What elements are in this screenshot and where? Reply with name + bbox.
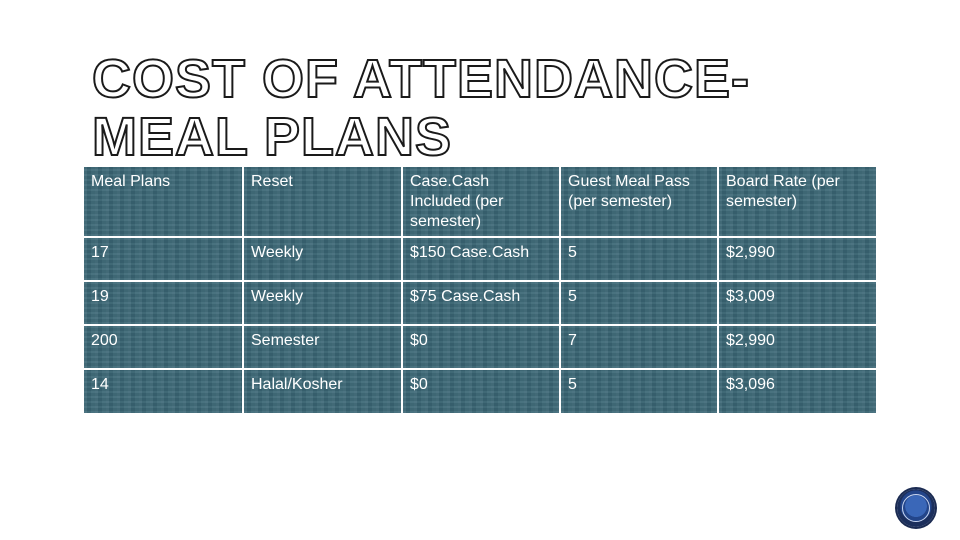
column-header-reset: Reset — [243, 167, 403, 238]
cell-guest-meal-pass: 5 — [560, 281, 719, 326]
table-header-row: Meal Plans Reset Case.Cash Included (per… — [84, 167, 876, 238]
meal-plans-table-container: Meal Plans Reset Case.Cash Included (per… — [84, 167, 876, 413]
cell-meal-plan: 14 — [84, 369, 244, 413]
cell-case-cash: $150 Case.Cash — [402, 237, 561, 282]
cell-reset: Semester — [243, 325, 403, 370]
cell-board-rate: $2,990 — [718, 325, 876, 370]
cell-guest-meal-pass: 5 — [560, 369, 719, 413]
cell-board-rate: $2,990 — [718, 237, 876, 282]
column-header-guest-meal-pass: Guest Meal Pass (per semester) — [560, 167, 719, 238]
cell-guest-meal-pass: 7 — [560, 325, 719, 370]
table-row: 14 Halal/Kosher $0 5 $3,096 — [84, 369, 876, 413]
column-header-board-rate: Board Rate (per semester) — [718, 167, 876, 238]
cell-case-cash: $0 — [402, 369, 561, 413]
university-seal-icon — [897, 489, 935, 527]
table-row: 19 Weekly $75 Case.Cash 5 $3,009 — [84, 281, 876, 326]
meal-plans-table: Meal Plans Reset Case.Cash Included (per… — [84, 167, 876, 413]
table-row: 200 Semester $0 7 $2,990 — [84, 325, 876, 370]
cell-board-rate: $3,009 — [718, 281, 876, 326]
page-title: COST OF ATTENDANCE- MEAL PLANS — [91, 49, 852, 167]
cell-case-cash: $0 — [402, 325, 561, 370]
cell-case-cash: $75 Case.Cash — [402, 281, 561, 326]
cell-meal-plan: 17 — [84, 237, 244, 282]
cell-reset: Halal/Kosher — [243, 369, 403, 413]
column-header-meal-plans: Meal Plans — [84, 167, 244, 238]
cell-meal-plan: 200 — [84, 325, 244, 370]
page-title-line-2: MEAL PLANS — [91, 107, 453, 167]
page-title-line-1: COST OF ATTENDANCE- — [91, 49, 750, 109]
cell-reset: Weekly — [243, 281, 403, 326]
cell-reset: Weekly — [243, 237, 403, 282]
cell-meal-plan: 19 — [84, 281, 244, 326]
cell-guest-meal-pass: 5 — [560, 237, 719, 282]
cell-board-rate: $3,096 — [718, 369, 876, 413]
table-row: 17 Weekly $150 Case.Cash 5 $2,990 — [84, 237, 876, 282]
column-header-case-cash: Case.Cash Included (per semester) — [402, 167, 561, 238]
